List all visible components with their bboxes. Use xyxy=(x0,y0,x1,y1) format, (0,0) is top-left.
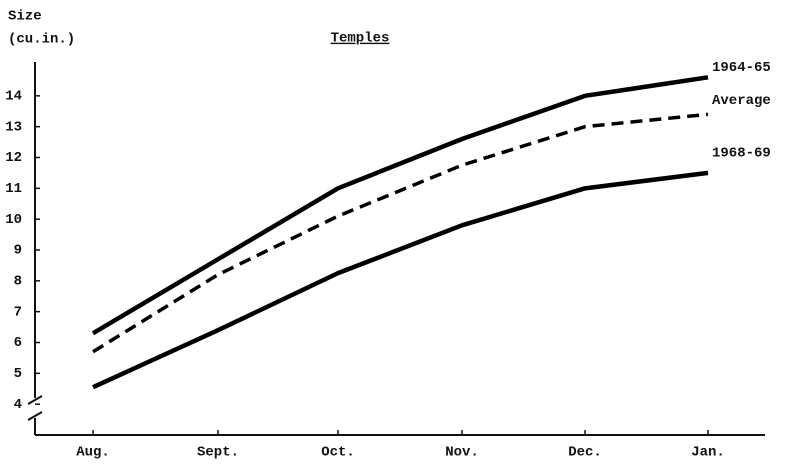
series-label: 1968-69 xyxy=(712,146,771,162)
x-tick-label: Oct. xyxy=(321,445,355,461)
series-label: Average xyxy=(712,93,771,109)
y-tick-label: 5 xyxy=(14,366,22,382)
y-tick-label: 11 xyxy=(5,181,22,197)
y-axis-label: Size xyxy=(8,9,42,25)
axis-break xyxy=(27,395,43,405)
data-line xyxy=(91,75,709,336)
series-label: 1964-65 xyxy=(712,60,771,76)
y-tick-label: 6 xyxy=(14,335,22,351)
y-tick-label: 13 xyxy=(5,119,22,135)
y-axis-label: (cu.in.) xyxy=(8,32,75,48)
y-tick-label: 4 xyxy=(14,397,22,413)
axis-break xyxy=(27,411,43,421)
y-tick-label: 10 xyxy=(5,212,22,228)
y-tick-label: 12 xyxy=(5,150,22,166)
x-tick-label: Aug. xyxy=(76,445,110,461)
chart-title: Temples xyxy=(331,31,390,47)
data-line xyxy=(92,112,709,354)
x-tick-label: Dec. xyxy=(568,445,602,461)
x-tick-label: Sept. xyxy=(197,445,239,461)
y-tick-label: 14 xyxy=(5,89,22,105)
y-tick-label: 7 xyxy=(14,304,22,320)
y-tick-label: 9 xyxy=(14,243,22,259)
data-line xyxy=(92,170,709,390)
y-tick-label: 8 xyxy=(14,274,22,290)
x-tick-label: Nov. xyxy=(445,445,479,461)
x-tick-label: Jan. xyxy=(691,445,725,461)
